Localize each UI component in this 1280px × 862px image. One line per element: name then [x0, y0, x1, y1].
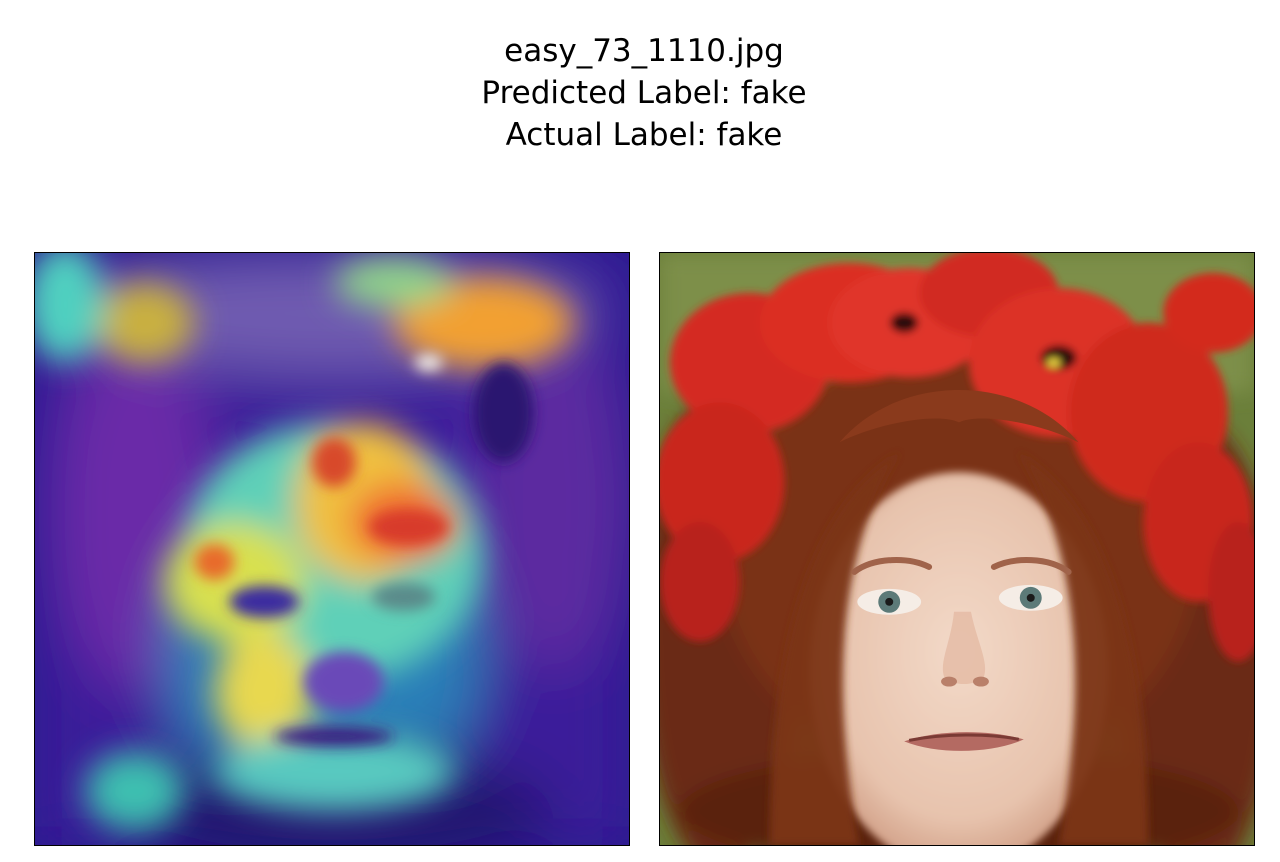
filename-label: easy_73_1110.jpg — [504, 33, 784, 69]
predicted-label: Predicted Label: fake — [481, 75, 807, 111]
original-image-panel — [659, 252, 1255, 846]
heatmap-panel — [34, 252, 630, 846]
original-face-image — [660, 253, 1254, 845]
heatmap-overlay-image — [35, 253, 629, 845]
figure-title: easy_73_1110.jpg Predicted Label: fake A… — [0, 30, 1280, 156]
actual-label: Actual Label: fake — [505, 117, 783, 153]
